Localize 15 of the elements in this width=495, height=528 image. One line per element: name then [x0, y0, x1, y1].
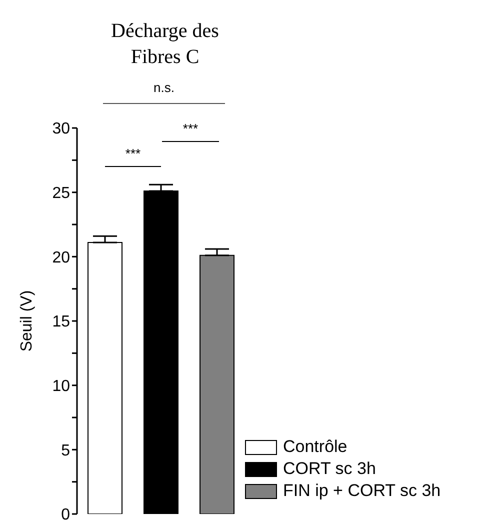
text: n.s. [152, 80, 176, 95]
legend-label: FIN ip + CORT sc 3h [283, 481, 441, 501]
y-tick-label: 0 [61, 506, 70, 524]
legend-label: Contrôle [283, 437, 348, 457]
legend-label: CORT sc 3h [283, 459, 376, 479]
y-tick-label: 15 [52, 314, 70, 331]
y-tick-label: 30 [52, 120, 70, 138]
y-axis-title: Seuil (V) [18, 290, 36, 352]
annotation: *** [124, 146, 142, 161]
chart-title: Décharge des Fibres C [110, 19, 220, 70]
annotation: *** [182, 121, 200, 136]
y-tick-label: 10 [52, 378, 70, 396]
y-tick-label: 5 [61, 442, 70, 460]
y-tick-label: 25 [52, 185, 70, 202]
y-tick-label: 20 [52, 249, 70, 266]
